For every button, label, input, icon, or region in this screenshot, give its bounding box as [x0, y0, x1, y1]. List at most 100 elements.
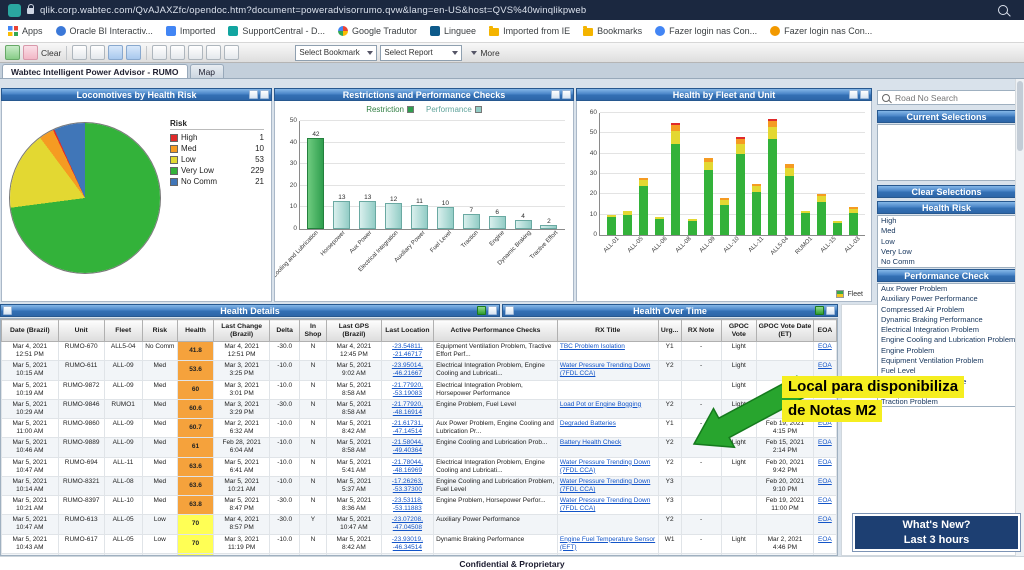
scrollbar-thumb[interactable] [1017, 81, 1023, 151]
bookmark-item[interactable]: Apps [8, 26, 43, 36]
bookmark-item[interactable]: Imported [165, 26, 215, 36]
clear-button[interactable]: Clear [41, 47, 62, 58]
unlock-selection-icon[interactable] [126, 45, 142, 60]
rx_title-link[interactable]: Engine Fuel Temperature Sensor (EFT) [559, 535, 656, 551]
table-row[interactable]: Mar 5, 2021 10:21 AM RUMO-8397 ALL-10 Med 63… [1, 494, 837, 516]
list-item[interactable]: Fuel Level [881, 366, 916, 376]
bookmark-item[interactable]: Fazer login nas Con... [770, 26, 872, 36]
location-link[interactable]: -21.61731, -47.14514 [391, 420, 423, 436]
column-header[interactable]: Unit [57, 319, 105, 342]
print-icon[interactable] [849, 90, 858, 99]
column-header[interactable]: Health [177, 319, 214, 342]
stacked-bar[interactable] [622, 210, 632, 235]
rx_title-link[interactable]: Water Pressure Trending Down (7FDL CCA) [559, 477, 651, 493]
bar[interactable]: 42 [307, 131, 325, 229]
rx_title-link[interactable]: Water Pressure Trending Down (7FDL CCA) [559, 362, 651, 378]
fleet-axis-tag[interactable]: Fleet [836, 290, 863, 298]
export-icon[interactable] [170, 45, 186, 60]
table-row[interactable]: Mar 5, 2021 11:00 AM RUMO-9860 ALL-09 Med 60… [1, 417, 837, 439]
location-link[interactable]: -25.47783, -49.29100 [392, 555, 423, 556]
stacked-bar[interactable] [606, 214, 616, 235]
column-header[interactable]: RX Title [556, 319, 659, 342]
table-row[interactable]: Mar 5, 2021 10:47 AM RUMO-613 ALL-05 Low 70 M… [1, 514, 837, 535]
table-row[interactable]: Mar 4, 2021 12:51 PM RUMO-670 ALL5-04 No Co… [1, 340, 837, 362]
print-icon[interactable] [249, 90, 258, 99]
bookmark-dropdown[interactable]: Select Bookmark [295, 44, 378, 61]
eoa-link[interactable]: EOA [818, 420, 832, 427]
location-link[interactable]: -23.95014, -46.21667 [391, 362, 423, 378]
column-header[interactable]: Risk [141, 319, 179, 342]
column-header[interactable]: Date (Brazil) [1, 319, 59, 342]
rx_title-link[interactable]: Water Pressure Trending Down (7FDL CCA) [559, 458, 651, 474]
column-header[interactable]: Last Location [380, 319, 435, 342]
whats-new-button[interactable]: What's New? Last 3 hours [853, 514, 1020, 551]
road-no-search-input[interactable] [893, 91, 1012, 104]
table-row[interactable]: Mar 5, 2021 10:14 AM RUMO-8321 ALL-08 Med 63… [1, 475, 837, 497]
stacked-bar[interactable] [655, 216, 665, 235]
add-icon[interactable] [5, 45, 20, 60]
rx_title-link[interactable]: P8BP (IGBT Phase Module 8B Fault) [560, 555, 649, 556]
stacked-bar[interactable] [849, 206, 859, 235]
stacked-bar[interactable] [768, 119, 778, 235]
eoa-link[interactable]: EOA [818, 343, 832, 350]
print-icon[interactable] [152, 45, 168, 60]
list-item[interactable]: Aux Power Problem [881, 284, 948, 293]
undo-icon[interactable] [206, 45, 222, 60]
print-icon[interactable] [488, 306, 497, 315]
list-item[interactable]: Med [881, 226, 896, 236]
excel-export-icon[interactable] [815, 306, 824, 315]
location-link[interactable]: -23.93019, -46.34514 [391, 535, 423, 551]
table-row[interactable]: Mar 5, 2021 10:43 AM RUMO-617 ALL-05 Low 70 M… [1, 533, 837, 554]
health-risk-pie[interactable] [10, 123, 160, 273]
eoa-link[interactable]: EOA [818, 362, 832, 370]
location-link[interactable]: -23.53118, -53.11883 [392, 497, 423, 513]
eoa-link[interactable]: EOA [818, 516, 832, 524]
stacked-bar[interactable] [833, 220, 843, 235]
more-button[interactable]: More [480, 47, 500, 58]
list-item[interactable]: High [881, 216, 897, 225]
browser-app-icon[interactable] [8, 3, 21, 17]
restore-icon[interactable] [826, 306, 835, 315]
stacked-bar[interactable] [752, 184, 762, 235]
lock-icon[interactable] [27, 4, 34, 14]
column-header[interactable]: RX Note [680, 319, 722, 342]
table-row[interactable]: Mar 5, 2021 10:46 AM RUMO-9889 ALL-09 Med 61… [1, 437, 837, 458]
back-icon[interactable] [72, 45, 88, 60]
bar[interactable]: 10 [436, 200, 454, 229]
list-item[interactable]: Engine Cooling and Lubrication Problem [881, 335, 1015, 345]
clear-selections-button[interactable]: Clear Selections [877, 185, 1016, 198]
eoa-link[interactable]: EOA [818, 555, 832, 556]
stacked-bar[interactable] [800, 210, 810, 235]
list-item[interactable]: Engine Problem [881, 345, 935, 355]
redo-icon[interactable] [224, 45, 240, 60]
list-item[interactable]: Low [881, 236, 895, 246]
bar[interactable]: 4 [514, 213, 532, 229]
vertical-scrollbar[interactable] [1015, 79, 1024, 556]
list-item[interactable]: Electrical Integration Problem [881, 325, 979, 335]
stacked-bar[interactable] [784, 163, 794, 235]
list-item[interactable]: Equipment Ventilation Problem [881, 356, 984, 366]
column-header[interactable]: Fleet [103, 319, 143, 342]
list-item[interactable]: No Comm [881, 257, 915, 267]
list-item[interactable]: Very Low [881, 246, 912, 256]
bookmark-item[interactable]: Linguee [430, 26, 476, 36]
stacked-bar[interactable] [736, 137, 746, 235]
eoa-link[interactable]: EOA [818, 477, 832, 485]
minimize-icon[interactable] [260, 90, 269, 99]
stacked-bar[interactable] [703, 157, 713, 235]
column-header[interactable]: Delta [269, 319, 300, 342]
bookmark-item[interactable]: Fazer login nas Con... [655, 26, 757, 36]
location-link[interactable]: -21.77920, -48.16914 [391, 400, 423, 416]
bookmark-item[interactable]: Oracle BI Interactiv... [55, 26, 153, 36]
bar[interactable]: 2 [540, 218, 558, 229]
column-header[interactable]: EOA [812, 319, 837, 342]
bookmark-item[interactable]: Imported from IE [489, 26, 570, 36]
list-item[interactable]: Traction Problem [881, 397, 938, 407]
location-link[interactable]: -21.77920, -53.19083 [391, 381, 423, 397]
forward-icon[interactable] [90, 45, 106, 60]
tab-map[interactable]: Map [189, 64, 225, 78]
location-link[interactable]: -21.58044, -49.40364 [391, 439, 423, 455]
eoa-link[interactable]: EOA [818, 458, 832, 466]
stacked-bar[interactable] [671, 123, 681, 235]
bar[interactable]: 13 [359, 194, 377, 229]
